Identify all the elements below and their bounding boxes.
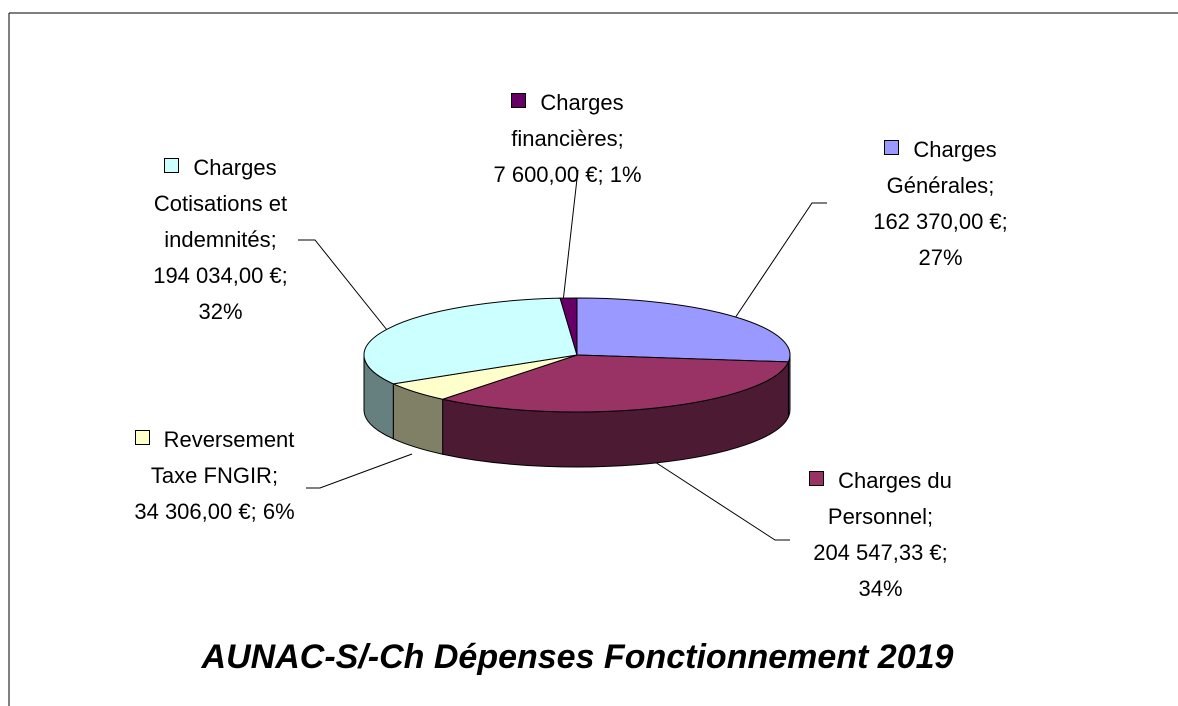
leader-line [654,461,790,541]
label-category: Charges Générales [886,137,997,198]
legend-key [511,93,527,108]
pie [363,297,791,468]
legend-key [164,158,180,173]
label-category: Reversement Taxe FNGIR [150,427,295,488]
pie-slice [559,297,578,356]
legend-key [884,140,900,155]
label-value: 7 600,00 € [493,162,598,187]
label-separator: ; [281,263,288,288]
leader-line [562,169,579,303]
label-separator: ; [926,504,934,529]
label-value-group: 162 370,00 €; [873,209,1008,234]
pie-slice [363,297,578,385]
leader-line [734,202,827,319]
label-value: 162 370,00 € [873,209,1002,234]
label-value-group: 7 600,00 €; [493,162,603,187]
legend-key [134,430,150,445]
label-value-group: 34 306,00 €; [134,499,256,524]
label-percent: 27% [918,245,963,270]
label-separator: ; [597,162,604,187]
label-value: 204 547,33 € [813,540,942,565]
label-value-group: 194 034,00 €; [153,263,288,288]
legend-key [809,471,825,486]
label-separator: ; [270,227,277,252]
pie-slice [576,297,791,363]
label-separator: ; [941,540,948,565]
label-category: Charges financières [511,90,624,151]
label-value: 194 034,00 € [153,263,282,288]
label-value: 34 306,00 € [134,499,251,524]
pie-slice [440,354,790,413]
label-percent: 32% [198,299,243,324]
data-label: Charges Cotisations et indemnités; 194 0… [138,150,303,330]
label-separator: ; [988,173,995,198]
chart-title: AUNAC-S/-Ch Dépenses Fonctionnement 2019 [201,638,954,676]
data-label: Reversement Taxe FNGIR; 34 306,00 €; 6% [132,422,297,530]
label-category: Charges du Personnel [827,468,952,529]
data-label: Charges du Personnel; 204 547,33 €; 34% [798,463,963,607]
leader-lines [298,169,827,541]
leader-line [306,453,413,489]
leader-line [298,239,388,331]
data-label: Charges Générales; 162 370,00 €; 27% [858,132,1023,276]
label-value-group: 204 547,33 €; [813,540,948,565]
label-separator: ; [250,499,257,524]
label-percent: 34% [858,576,903,601]
label-separator: ; [617,126,624,151]
label-separator: ; [271,463,279,488]
label-separator: ; [1001,209,1008,234]
label-percent: 6% [262,499,295,524]
data-label: Charges financières; 7 600,00 €; 1% [485,85,650,193]
label-category: Charges Cotisations et indemnités [153,155,288,252]
label-percent: 1% [609,162,642,187]
pie-sides [363,354,791,468]
pie-tops [363,297,791,413]
